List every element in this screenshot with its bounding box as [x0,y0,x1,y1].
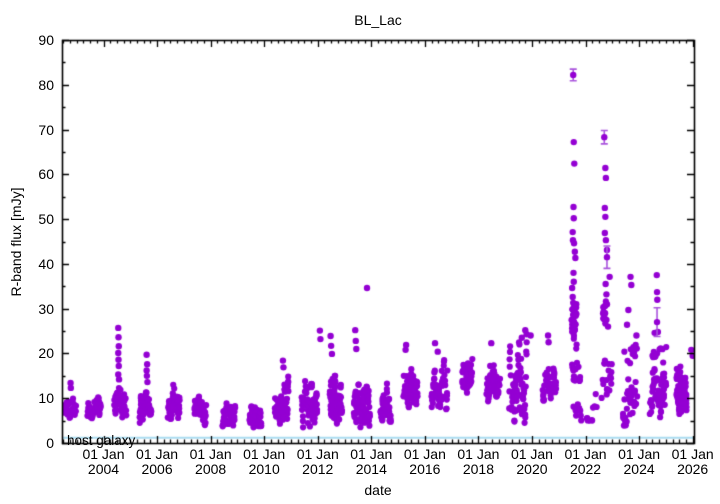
host-galaxy-label: host galaxy [67,433,136,448]
chart-title: BL_Lac [354,12,402,28]
x-tick-label: 01 Jan 2020 [510,446,553,477]
y-tick-label: 80 [38,76,54,93]
x-tick-label: 01 Jan 2026 [671,446,714,477]
x-tick-label: 01 Jan 2022 [564,446,607,477]
y-tick-label: 70 [38,121,54,138]
y-tick-label: 40 [38,255,54,272]
y-tick-label: 50 [38,211,54,228]
x-tick-label: 01 Jan 2004 [82,446,125,477]
y-tick-label: 0 [46,435,54,451]
x-axis-label: date [364,482,392,498]
y-tick-label: 60 [38,166,54,183]
x-tick-label: 01 Jan 2016 [403,446,446,477]
x-tick-label: 01 Jan 2006 [136,446,179,477]
x-tick-label: 01 Jan 2018 [457,446,500,477]
x-tick-label: 01 Jan 2012 [296,446,339,477]
y-tick-label: 30 [38,300,54,317]
y-tick-label: 20 [38,345,54,362]
x-tick-label: 01 Jan 2008 [189,446,232,477]
y-tick-label: 90 [38,32,54,48]
x-tick-label: 01 Jan 2024 [618,446,661,477]
y-axis-label: R-band flux [mJy] [8,187,24,297]
y-tick-label: 10 [38,390,54,407]
x-tick-label: 01 Jan 2014 [350,446,393,477]
x-tick-label: 01 Jan 2010 [243,446,286,477]
